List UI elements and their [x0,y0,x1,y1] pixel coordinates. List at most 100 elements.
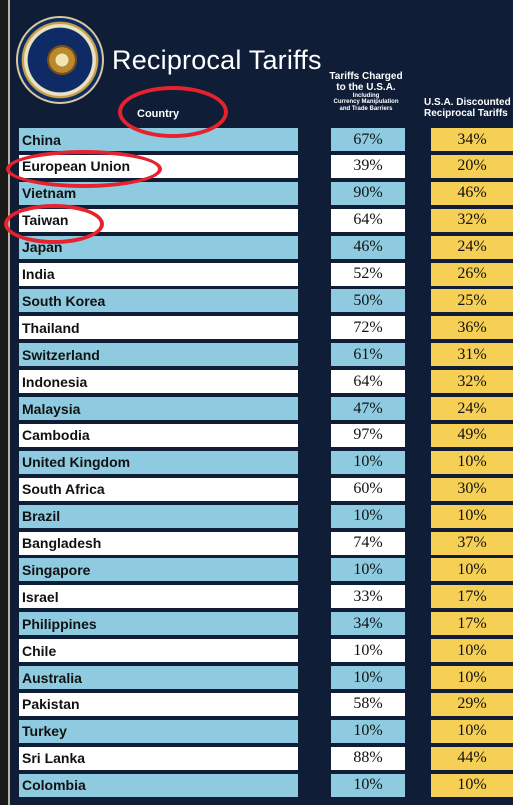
table-row: United Kingdom 10% 10% [0,450,513,474]
table-row: South Africa 60% 30% [0,477,513,501]
presidential-seal-icon [16,16,104,104]
discounted-tariff-cell: 10% [431,450,513,474]
table-row: Colombia 10% 10% [0,773,513,797]
charged-tariff-cell: 47% [331,397,405,420]
table-row: Singapore 10% 10% [0,558,513,582]
discounted-tariff-cell: 10% [431,639,513,663]
charged-tariff-cell: 90% [331,181,405,205]
country-cell: Philippines [19,612,298,636]
charged-tariff-cell: 58% [331,692,405,716]
table-row: Pakistan 58% 29% [0,692,513,716]
country-cell: Turkey [19,719,298,743]
discounted-tariff-cell: 36% [431,316,513,340]
charged-header-note2: Currency Manipulation [333,99,399,106]
country-cell: Cambodia [19,423,298,447]
country-cell: China [19,128,298,151]
table-row: Japan 46% 24% [0,235,513,259]
charged-header-note1: Including [352,93,380,99]
charged-tariff-cell: 64% [331,370,405,394]
table-row: Turkey 10% 10% [0,719,513,743]
table-row: Taiwan 64% 32% [0,208,513,232]
charged-tariff-cell: 52% [331,262,405,286]
charged-tariff-cell: 88% [331,746,405,770]
discounted-tariff-cell: 34% [431,128,513,151]
country-cell: India [19,262,298,286]
table-row: Cambodia 97% 49% [0,423,513,447]
charged-header-note3: and Trade Barriers [339,105,393,112]
table-row: China 67% 34% [0,128,513,151]
table-row: Australia 10% 10% [0,666,513,689]
discounted-tariff-cell: 49% [431,423,513,447]
country-cell: United Kingdom [19,450,298,474]
charged-tariff-cell: 61% [331,343,405,367]
country-cell: Vietnam [19,181,298,205]
table-row: Bangladesh 74% 37% [0,531,513,555]
discounted-tariff-cell: 30% [431,477,513,501]
discounted-tariff-cell: 31% [431,343,513,367]
charged-tariff-cell: 10% [331,719,405,743]
table-row: Chile 10% 10% [0,639,513,663]
charged-tariff-cell: 67% [331,128,405,151]
charged-header-line1: Tariffs Charged [329,71,403,82]
country-cell: Thailand [19,316,298,340]
discounted-tariff-cell: 10% [431,504,513,528]
country-cell: Chile [19,639,298,663]
discounted-tariff-cell: 20% [431,154,513,178]
charged-tariff-cell: 64% [331,208,405,232]
discounted-tariff-cell: 24% [431,397,513,420]
table-row: Switzerland 61% 31% [0,343,513,367]
discounted-tariff-cell: 10% [431,666,513,689]
country-cell: Colombia [19,773,298,797]
country-cell: South Africa [19,477,298,501]
table-row: Philippines 34% 17% [0,612,513,636]
discounted-header-line2: Reciprocal Tariffs [424,108,508,119]
charged-tariff-cell: 50% [331,289,405,313]
country-cell: Brazil [19,504,298,528]
page-title: Reciprocal Tariffs [112,45,322,75]
table-row: Malaysia 47% 24% [0,397,513,420]
charged-tariff-cell: 10% [331,558,405,582]
charged-tariff-cell: 10% [331,639,405,663]
country-cell: Sri Lanka [19,746,298,770]
country-cell: Japan [19,235,298,259]
charged-tariff-cell: 74% [331,531,405,555]
country-cell: Pakistan [19,692,298,716]
charged-tariff-cell: 46% [331,235,405,259]
charged-tariff-cell: 33% [331,585,405,609]
eagle-icon [47,45,77,75]
table-row: Sri Lanka 88% 44% [0,746,513,770]
table-row: Thailand 72% 36% [0,316,513,340]
discounted-tariff-cell: 10% [431,558,513,582]
charged-tariff-cell: 34% [331,612,405,636]
country-cell: Australia [19,666,298,689]
discounted-tariff-cell: 26% [431,262,513,286]
country-cell: Israel [19,585,298,609]
discounted-tariff-cell: 32% [431,370,513,394]
discounted-tariff-cell: 46% [431,181,513,205]
table-row: Israel 33% 17% [0,585,513,609]
discounted-header-line1: U.S.A. Discounted [424,97,511,108]
discounted-tariff-cell: 24% [431,235,513,259]
country-cell: Singapore [19,558,298,582]
discounted-tariff-cell: 17% [431,612,513,636]
charged-header-line2: to the U.S.A. [336,81,396,93]
discounted-tariff-cell: 25% [431,289,513,313]
country-cell: Indonesia [19,370,298,394]
charged-tariff-cell: 72% [331,316,405,340]
country-cell: South Korea [19,289,298,313]
charged-tariff-cell: 97% [331,423,405,447]
discounted-tariff-cell: 10% [431,773,513,797]
country-cell: European Union [19,154,298,178]
discounted-column-header: U.S.A. Discounted Reciprocal Tariffs [424,97,513,119]
discounted-tariff-cell: 10% [431,719,513,743]
country-column-header: Country [137,108,180,120]
charged-column-header: Tariffs Charged to the U.S.A. Including … [320,71,412,112]
charged-tariff-cell: 10% [331,504,405,528]
charged-tariff-cell: 60% [331,477,405,501]
country-cell: Taiwan [19,208,298,232]
discounted-tariff-cell: 44% [431,746,513,770]
charged-tariff-cell: 10% [331,450,405,474]
table-row: India 52% 26% [0,262,513,286]
table-row: South Korea 50% 25% [0,289,513,313]
table-row: Brazil 10% 10% [0,504,513,528]
